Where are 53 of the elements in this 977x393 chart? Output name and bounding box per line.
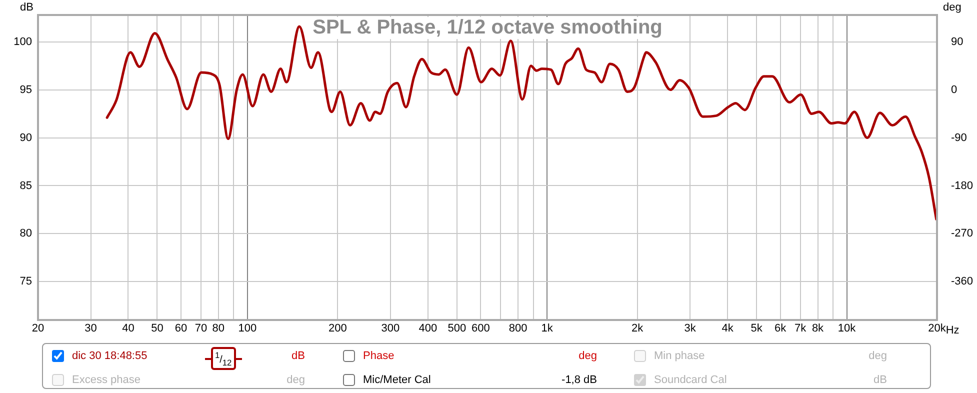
y-tick-label: 90 xyxy=(20,132,32,144)
x-tick-label: 400 xyxy=(418,322,438,335)
y2-tick-label: -360 xyxy=(951,276,974,288)
text: dB xyxy=(874,374,887,387)
text: Mic/Meter Cal xyxy=(363,374,431,387)
x-tick-label: 200 xyxy=(328,322,347,335)
x-axis-title: Hz xyxy=(946,324,960,337)
text: dic 30 18:48:55 xyxy=(72,350,148,363)
y-tick-label: 75 xyxy=(20,276,32,288)
x-tick-label: 8k xyxy=(812,322,824,335)
text: -1,8 dB xyxy=(562,374,597,387)
y2-tick-label: -90 xyxy=(951,132,967,144)
x-tick-label: 500 xyxy=(448,322,466,335)
x-tick-label: 20 xyxy=(32,322,44,335)
text: deg xyxy=(578,350,597,363)
y2-tick-label: -180 xyxy=(951,180,974,192)
y-tick-label: 95 xyxy=(20,84,32,96)
y2-axis-title: deg xyxy=(943,2,962,14)
x-tick-label: 20k xyxy=(928,322,946,335)
chart-title: SPL & Phase, 1/12 octave smoothing xyxy=(312,16,662,39)
y2-tick-label: -270 xyxy=(951,228,974,240)
text: Min phase xyxy=(654,350,705,363)
y-tick-label: 100 xyxy=(14,36,32,48)
text: dB xyxy=(292,350,305,363)
y2-tick-label: 90 xyxy=(951,36,964,48)
x-tick-label: 4k xyxy=(722,322,734,335)
x-tick-label: 60 xyxy=(174,322,188,335)
x-tick-label: 50 xyxy=(151,322,164,335)
x-tick-label: 800 xyxy=(508,322,528,335)
text: Soundcard Cal xyxy=(654,374,727,387)
x-tick-label: 70 xyxy=(194,322,208,335)
x-tick-label: 7k xyxy=(794,322,807,335)
x-tick-label: 10k xyxy=(838,322,856,335)
x-tick-label: 40 xyxy=(122,322,134,335)
x-tick-label: 6k xyxy=(774,322,787,335)
x-tick-label: 5k xyxy=(750,322,763,335)
x-tick-label: 100 xyxy=(238,322,257,335)
x-tick-label: 30 xyxy=(84,322,97,335)
text: deg xyxy=(868,350,887,363)
text: $^{1}$/$_{12}$ xyxy=(211,347,236,370)
y-tick-label: 80 xyxy=(20,228,32,240)
y2-tick-label: 0 xyxy=(951,84,958,96)
x-tick-label: 3k xyxy=(684,322,696,335)
x-tick-label: 300 xyxy=(381,322,400,335)
x-tick-label: 1k xyxy=(541,322,554,335)
x-tick-label: 80 xyxy=(212,322,225,335)
y-tick-label: 85 xyxy=(20,180,32,192)
text: Excess phase xyxy=(72,374,140,387)
text: deg xyxy=(286,374,305,387)
text: Phase xyxy=(363,350,394,363)
x-tick-label: 600 xyxy=(471,322,490,335)
y-axis-title: dB xyxy=(20,2,34,14)
x-tick-label: 2k xyxy=(632,322,644,335)
